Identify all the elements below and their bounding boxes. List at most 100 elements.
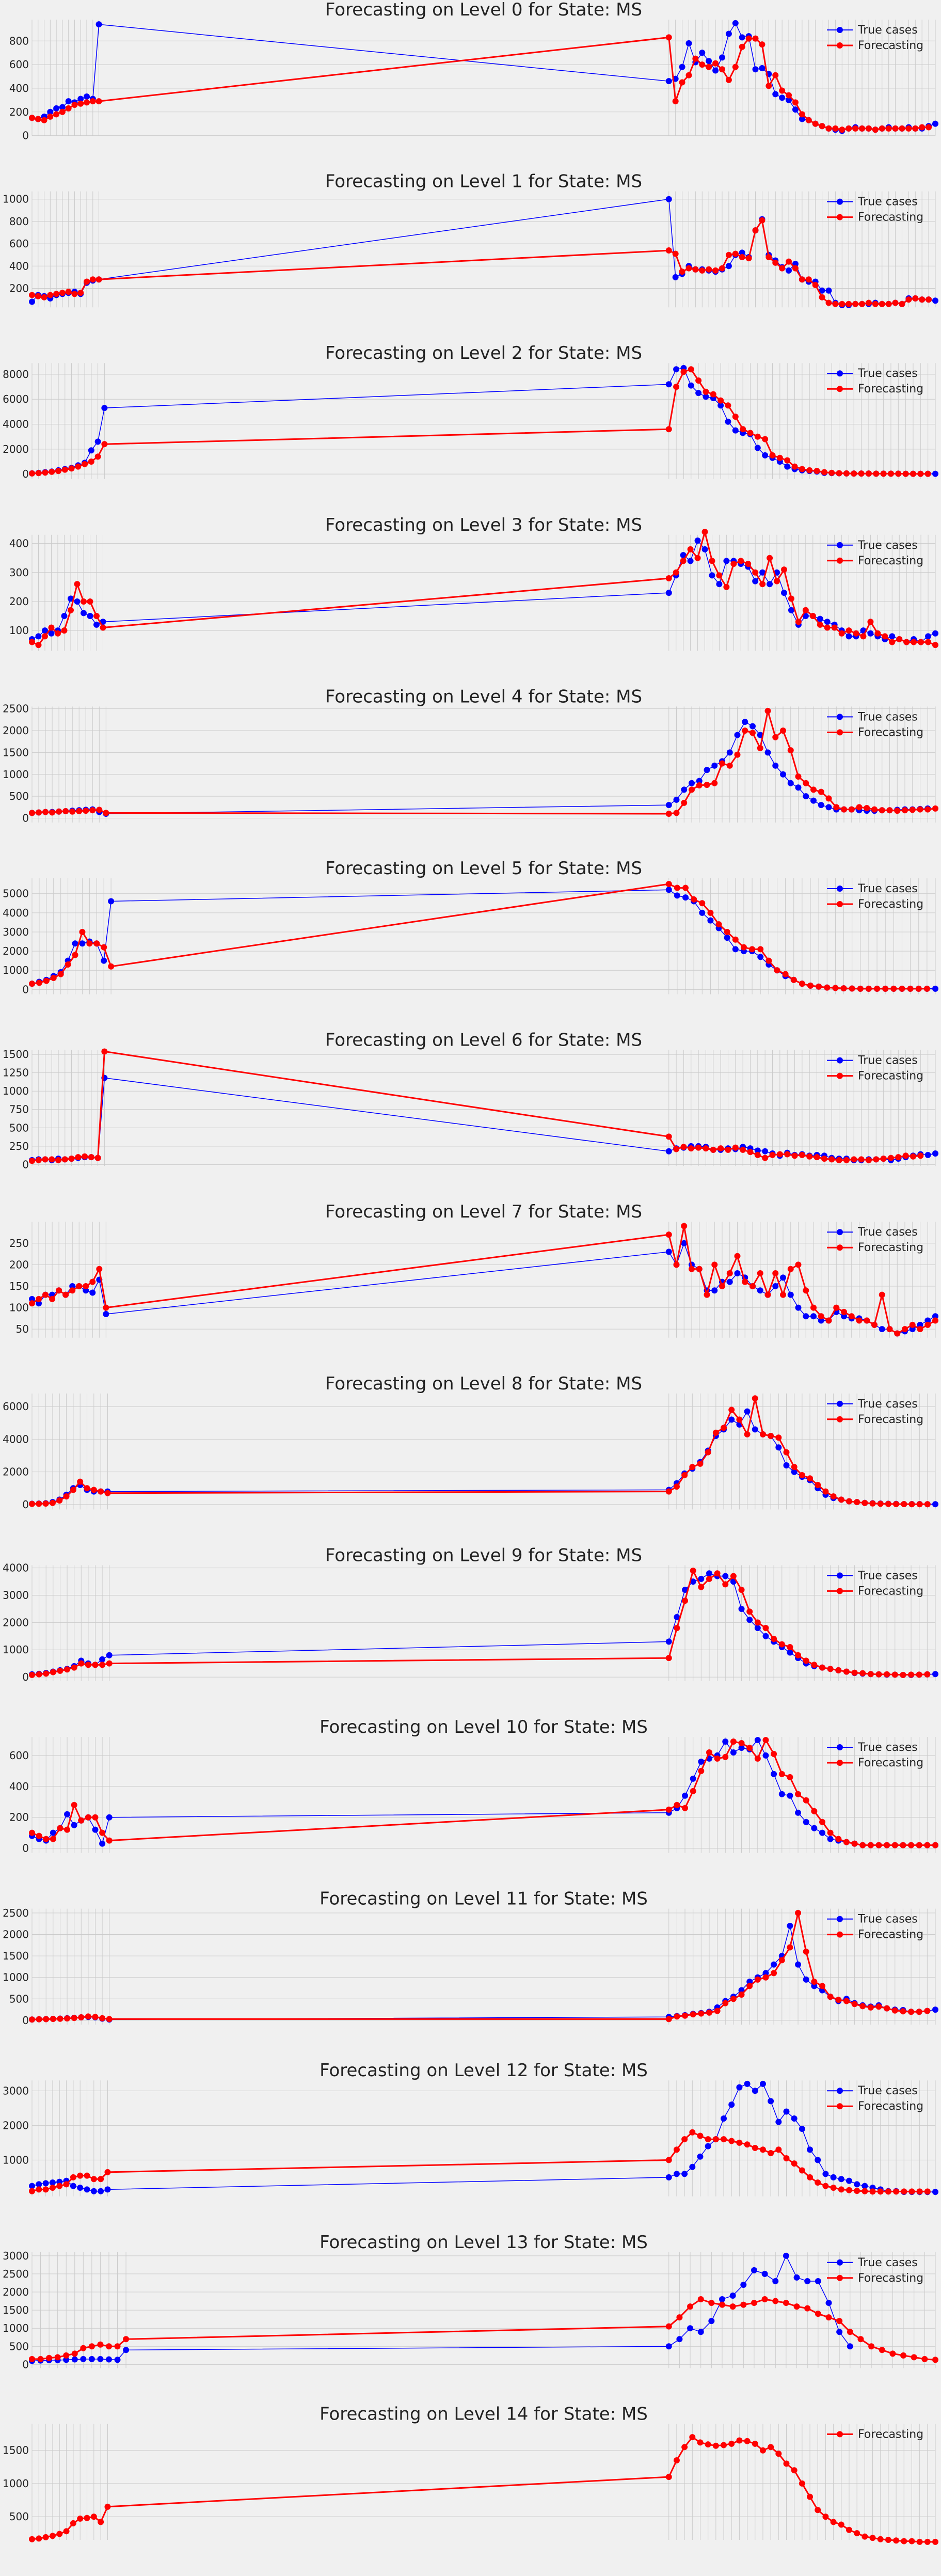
true-cases-point xyxy=(77,2185,84,2191)
true-cases-point xyxy=(768,2098,774,2105)
forecast-point xyxy=(907,985,914,992)
forecast-point xyxy=(97,2341,104,2348)
legend-forecast-label: Forecasting xyxy=(858,1585,923,1598)
forecast-point xyxy=(104,2503,111,2510)
chart-title: Forecasting on Level 9 for State: MS xyxy=(325,1545,642,1566)
forecast-point xyxy=(42,1500,49,1507)
forecast-point xyxy=(779,87,786,94)
true-cases-point xyxy=(665,196,672,202)
forecast-point xyxy=(799,276,805,283)
forecast-point xyxy=(697,2296,704,2303)
true-cases-point xyxy=(726,749,733,756)
forecast-point xyxy=(815,1481,821,1488)
true-cases-point xyxy=(728,1416,735,1423)
forecast-point xyxy=(56,1497,63,1504)
forecast-point xyxy=(841,1308,847,1315)
forecast-point xyxy=(717,1145,724,1152)
forecast-point xyxy=(902,1152,909,1159)
forecast-point xyxy=(924,1501,931,1508)
forecast-point xyxy=(908,1501,915,1508)
true-cases-point xyxy=(810,797,817,804)
forecast-point xyxy=(836,1157,842,1163)
forecast-point xyxy=(772,1270,779,1277)
forecast-point xyxy=(706,1575,712,1582)
forecast-point xyxy=(29,292,35,298)
forecast-point xyxy=(819,1983,825,1989)
forecast-point xyxy=(43,1670,50,1677)
y-tick-label: 300 xyxy=(9,566,29,579)
forecast-point xyxy=(875,2003,882,2010)
forecast-point xyxy=(103,1304,109,1311)
y-tick-label: 1000 xyxy=(3,193,29,206)
forecast-point xyxy=(783,2300,789,2306)
forecast-point xyxy=(94,453,101,460)
forecast-point xyxy=(768,2150,774,2156)
true-cases-point xyxy=(36,1300,42,1307)
forecast-point xyxy=(89,1278,96,1285)
forecast-point xyxy=(854,2530,860,2537)
y-tick-label: 2000 xyxy=(3,945,29,957)
forecast-point xyxy=(78,1817,85,1824)
forecast-point xyxy=(673,1483,680,1490)
forecast-point xyxy=(93,613,100,620)
true-cases-point xyxy=(88,2356,95,2362)
forecast-point xyxy=(29,2356,35,2362)
forecast-point xyxy=(712,2442,719,2449)
forecast-point xyxy=(865,125,872,132)
forecast-point xyxy=(764,707,771,714)
true-cases-point xyxy=(723,558,730,564)
true-cases-point xyxy=(699,909,706,916)
true-cases-point xyxy=(59,104,66,110)
true-cases-point xyxy=(825,2300,832,2306)
plot-area xyxy=(32,1222,935,1338)
forecast-point xyxy=(841,806,847,813)
forecast-point xyxy=(896,636,903,642)
true-cases-point xyxy=(70,2183,76,2189)
true-cases-point xyxy=(732,946,739,953)
forecast-point xyxy=(893,2537,900,2544)
true-cases-point xyxy=(99,1656,106,1663)
forecast-point xyxy=(49,2533,56,2539)
forecast-point xyxy=(899,301,905,307)
y-tick-label: 6000 xyxy=(3,393,29,405)
true-cases-point xyxy=(674,892,680,899)
true-cases-point xyxy=(752,578,759,584)
forecast-line xyxy=(31,218,929,305)
forecast-point xyxy=(43,1836,50,1842)
true-cases-point xyxy=(811,1983,818,1989)
true-cases-point xyxy=(53,105,60,112)
true-cases-point xyxy=(754,1147,761,1154)
legend-true-marker xyxy=(837,714,843,720)
forecast-point xyxy=(806,1153,813,1160)
forecast-point xyxy=(43,977,50,984)
forecast-point xyxy=(932,805,938,812)
true-cases-point xyxy=(803,1313,809,1320)
forecast-point xyxy=(699,267,706,274)
chart-panel-2: 0 2000 4000 6000 8000 Forecasting on Level 2 … xyxy=(3,343,938,480)
forecast-point xyxy=(811,1979,818,1985)
forecast-point xyxy=(50,975,57,982)
forecast-point xyxy=(708,2300,715,2306)
true-cases-point xyxy=(754,1736,761,1743)
forecast-point xyxy=(740,2301,747,2308)
true-cases-point xyxy=(123,2347,130,2353)
forecast-point xyxy=(725,251,732,258)
forecast-point xyxy=(76,1283,83,1289)
forecast-point xyxy=(673,2457,680,2463)
true-cases-point xyxy=(687,2325,694,2332)
forecast-point xyxy=(29,639,35,645)
forecast-point xyxy=(36,2535,42,2542)
forecast-point xyxy=(749,946,756,953)
forecast-point xyxy=(665,34,672,41)
forecast-point xyxy=(63,2352,70,2359)
true-cases-point xyxy=(846,633,852,640)
true-cases-point xyxy=(752,1426,758,1433)
y-tick-label: 0 xyxy=(22,130,29,142)
forecast-point xyxy=(833,804,840,811)
forecast-point xyxy=(728,1406,735,1413)
forecast-point xyxy=(665,575,672,582)
forecast-point xyxy=(80,2345,87,2351)
true-cases-point xyxy=(665,78,672,85)
forecast-point xyxy=(744,2141,751,2148)
forecast-point xyxy=(95,98,102,105)
